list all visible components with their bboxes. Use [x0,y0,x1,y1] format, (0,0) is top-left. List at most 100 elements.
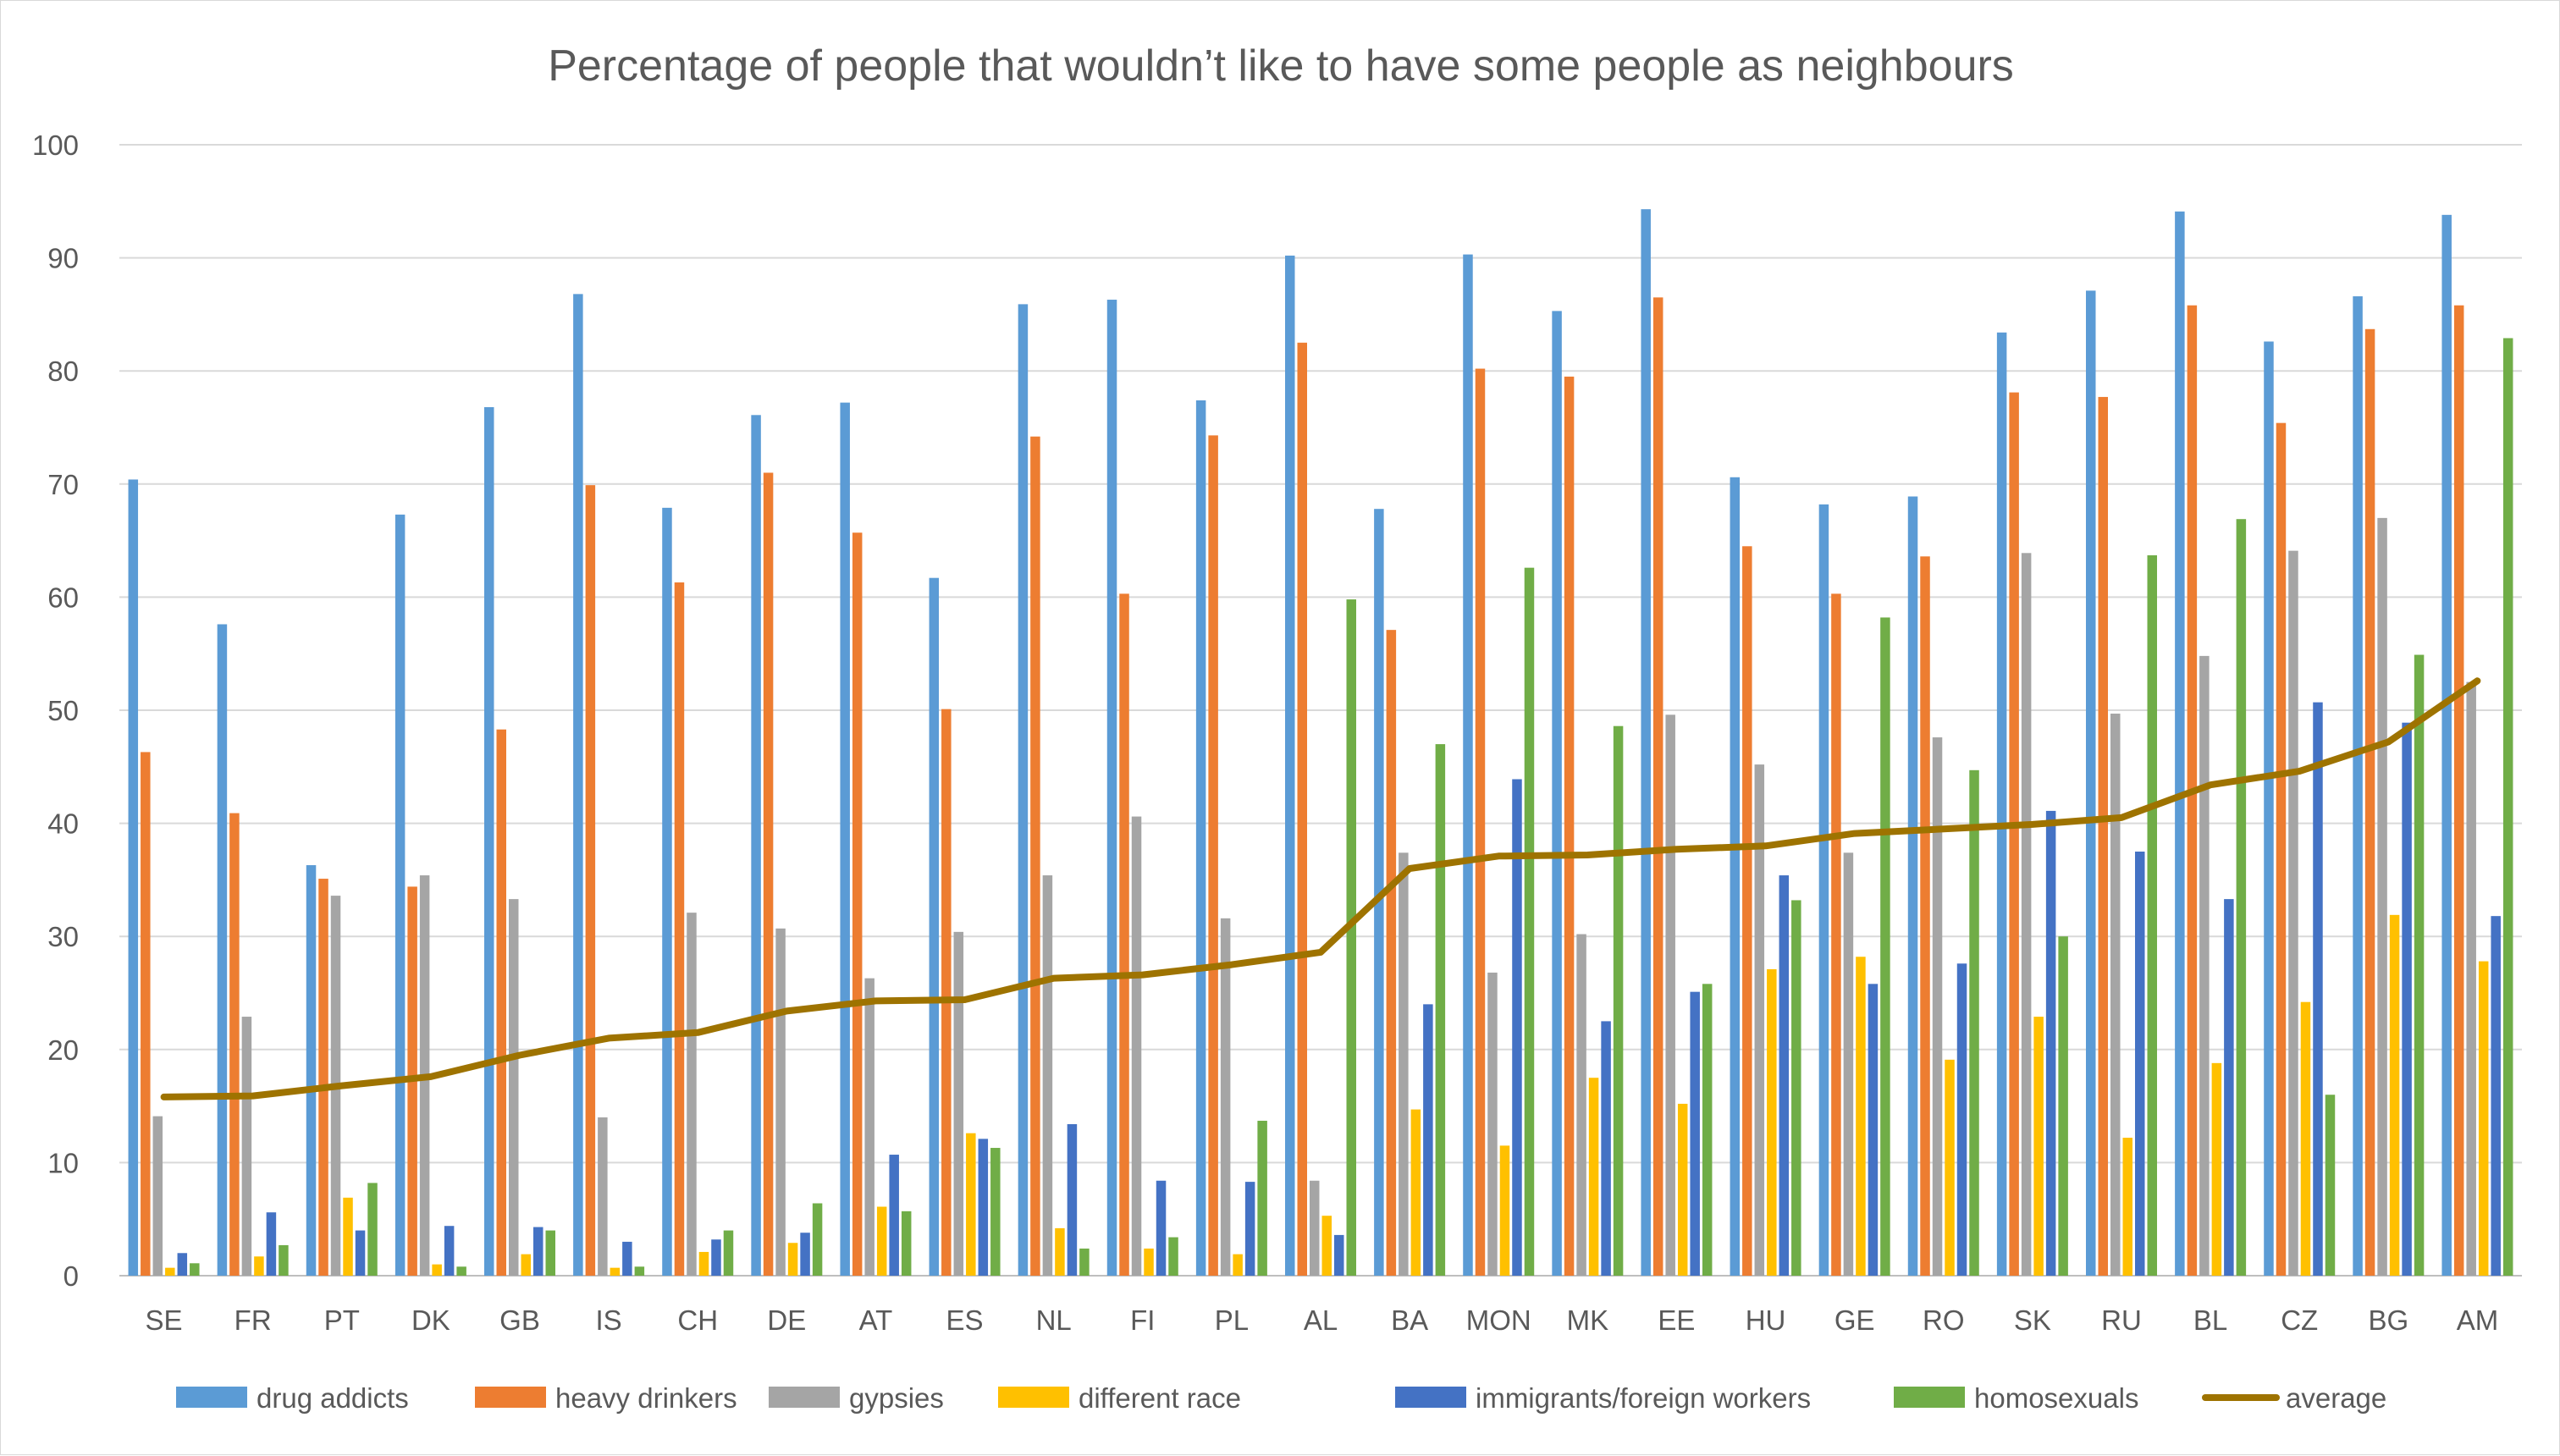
bar-drug-addicts-fi [1106,300,1117,1277]
bar-heavy-drinkers-bg [2364,328,2375,1276]
bar-homosexuals-pt [367,1183,378,1276]
bar-gypsies-ro [1932,737,1943,1276]
bar-immigrants-foreign-workers-ee [1690,991,1700,1276]
x-tick-label: ES [946,1304,984,1336]
bar-gypsies-fi [1131,816,1142,1276]
legend-label: homosexuals [1974,1382,2138,1414]
bar-heavy-drinkers-is [585,485,596,1276]
bar-homosexuals-fi [1168,1237,1178,1276]
bar-gypsies-am [2466,681,2476,1276]
x-tick-label: AT [859,1304,893,1336]
bar-immigrants-foreign-workers-ru [2135,852,2145,1276]
bar-different-race-cz [2300,1001,2311,1276]
bar-heavy-drinkers-se [141,752,151,1276]
bar-heavy-drinkers-es [941,709,952,1276]
bar-drug-addicts-bl [2175,211,2185,1277]
bar-gypsies-ru [2110,714,2121,1276]
bar-heavy-drinkers-am [2453,305,2464,1276]
bar-heavy-drinkers-gb [496,729,506,1276]
bar-immigrants-foreign-workers-is [622,1241,632,1276]
legend-swatch [1894,1387,1965,1408]
bar-different-race-hu [1767,968,1777,1276]
x-tick-label: MK [1567,1304,1609,1336]
bar-heavy-drinkers-mk [1564,376,1575,1276]
x-tick-label: GB [499,1304,540,1336]
bar-homosexuals-at [901,1211,912,1276]
bar-immigrants-foreign-workers-cz [2313,702,2323,1276]
y-tick-label: 100 [32,130,79,161]
bar-immigrants-foreign-workers-ro [1956,963,1967,1276]
bar-gypsies-pl [1220,918,1231,1276]
bar-different-race-ru [2122,1138,2132,1276]
bar-drug-addicts-bg [2353,296,2363,1277]
legend-swatch [176,1387,247,1408]
bar-drug-addicts-es [929,577,940,1276]
y-tick-label: 40 [47,808,79,840]
x-tick-label: CZ [2281,1304,2318,1336]
x-tick-label: SE [146,1304,183,1336]
legend-swatch [998,1387,1069,1408]
bar-homosexuals-hu [1791,900,1801,1276]
bar-different-race-ro [1945,1059,1955,1276]
bar-gypsies-fr [241,1017,252,1276]
x-tick-label: AL [1304,1304,1338,1336]
bar-heavy-drinkers-fr [229,813,240,1276]
x-tick-label: CH [677,1304,718,1336]
bar-drug-addicts-ro [1907,496,1918,1276]
x-tick-label: BG [2368,1304,2408,1336]
legend-label: different race [1079,1382,1241,1414]
bar-gypsies-at [864,978,874,1276]
bar-drug-addicts-ru [2086,290,2096,1276]
bar-homosexuals-sk [2058,936,2068,1276]
legend-label: gypsies [849,1382,944,1414]
x-tick-label: NL [1036,1304,1072,1336]
bar-homosexuals-es [990,1148,1001,1276]
y-tick-label: 70 [47,469,79,500]
bar-gypsies-mk [1576,934,1586,1276]
bar-drug-addicts-al [1285,255,1295,1277]
x-tick-label: RO [1923,1304,1965,1336]
bar-different-race-is [610,1267,621,1276]
y-tick-label: 60 [47,582,79,613]
bar-drug-addicts-ee [1641,209,1651,1277]
x-tick-label: PT [324,1304,360,1336]
bar-gypsies-se [152,1116,163,1276]
y-tick-label: 20 [47,1034,79,1066]
x-tick-label: FR [234,1304,272,1336]
bar-heavy-drinkers-sk [2009,392,2019,1277]
bar-drug-addicts-gb [484,406,494,1276]
bars [128,209,2513,1277]
bar-immigrants-foreign-workers-pt [355,1230,366,1276]
bar-immigrants-foreign-workers-de [800,1233,810,1276]
bar-homosexuals-de [812,1203,823,1276]
bar-different-race-fi [1144,1248,1154,1276]
x-tick-label: GE [1834,1304,1875,1336]
bar-different-race-at [876,1206,887,1276]
bar-different-race-bg [2389,914,2400,1276]
x-tick-label: IS [596,1304,622,1336]
bar-immigrants-foreign-workers-es [978,1139,989,1276]
bar-homosexuals-nl [1079,1248,1090,1276]
bar-drug-addicts-hu [1730,477,1741,1276]
y-tick-label: 50 [47,695,79,726]
bar-immigrants-foreign-workers-hu [1779,875,1790,1276]
bar-different-race-de [787,1243,798,1276]
bar-gypsies-ge [1843,852,1854,1276]
bar-homosexuals-is [634,1266,645,1276]
bar-different-race-es [966,1133,976,1276]
bar-drug-addicts-de [751,415,761,1277]
bar-immigrants-foreign-workers-mon [1512,779,1522,1276]
bar-gypsies-nl [1042,875,1053,1276]
bar-homosexuals-ba [1435,744,1446,1276]
legend-label: drug addicts [257,1382,409,1414]
bar-gypsies-bl [2199,655,2210,1276]
bar-immigrants-foreign-workers-fi [1156,1180,1167,1276]
bar-heavy-drinkers-al [1297,342,1307,1276]
bar-drug-addicts-pt [306,865,317,1276]
bar-drug-addicts-nl [1018,304,1029,1277]
bar-heavy-drinkers-pl [1208,435,1218,1276]
bar-gypsies-sk [2021,553,2032,1276]
x-tick-label: MON [1466,1304,1531,1336]
bar-immigrants-foreign-workers-bg [2402,722,2412,1276]
